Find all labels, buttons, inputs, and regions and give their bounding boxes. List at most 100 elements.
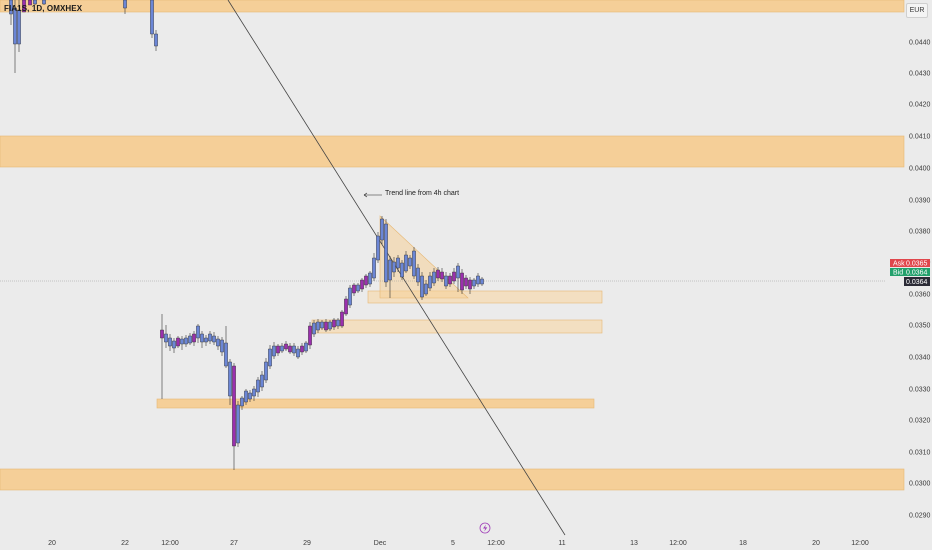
candle bbox=[188, 333, 192, 345]
candle bbox=[468, 277, 472, 294]
time-tick-label: 13 bbox=[630, 540, 638, 547]
ask-label: Ask bbox=[893, 261, 905, 268]
candle bbox=[168, 334, 172, 351]
candle bbox=[404, 251, 408, 273]
candle bbox=[176, 336, 180, 348]
candle bbox=[33, 0, 37, 5]
symbol-title[interactable]: FIA1S, 1D, OMXHEX bbox=[4, 4, 83, 13]
last-price-value: 0.0364 bbox=[906, 279, 928, 286]
candle bbox=[336, 318, 340, 329]
candle bbox=[160, 314, 164, 399]
price-tick-label: 0.0330 bbox=[909, 387, 931, 394]
candle bbox=[480, 277, 484, 286]
candle bbox=[180, 336, 184, 350]
candle bbox=[200, 331, 204, 348]
candle bbox=[332, 318, 336, 330]
candle bbox=[196, 324, 200, 343]
candle bbox=[316, 319, 320, 333]
candle bbox=[356, 283, 360, 293]
candle bbox=[224, 326, 228, 368]
price-tick-label: 0.0440 bbox=[909, 40, 931, 47]
time-tick-label: 27 bbox=[230, 540, 238, 547]
candle bbox=[348, 285, 352, 308]
candle bbox=[368, 271, 372, 287]
candle bbox=[268, 345, 272, 369]
candle bbox=[376, 232, 380, 263]
price-tick-label: 0.0340 bbox=[909, 355, 931, 362]
candle bbox=[428, 272, 432, 291]
candle bbox=[276, 344, 280, 356]
time-tick-label: 12:00 bbox=[161, 540, 179, 547]
zone-0300 bbox=[0, 468, 905, 491]
candle bbox=[252, 386, 256, 401]
candle bbox=[256, 377, 260, 397]
candle bbox=[42, 0, 46, 5]
candle bbox=[22, 0, 26, 13]
candle bbox=[436, 267, 440, 281]
candle bbox=[232, 363, 236, 470]
time-tick-label: 12:00 bbox=[851, 540, 869, 547]
price-tick-label: 0.0310 bbox=[909, 450, 931, 457]
flash-icon-group[interactable] bbox=[479, 522, 491, 534]
price-tick-label: 0.0390 bbox=[909, 198, 931, 205]
time-tick-label: Dec bbox=[374, 540, 387, 547]
currency-button[interactable]: EUR bbox=[906, 3, 928, 18]
time-tick-label: 5 bbox=[451, 540, 455, 547]
candle bbox=[172, 338, 176, 353]
annotation-arrow bbox=[363, 192, 382, 198]
candle bbox=[304, 341, 308, 353]
candle bbox=[244, 389, 248, 405]
zone-top bbox=[0, 0, 905, 13]
candle bbox=[228, 359, 232, 405]
bid-value: 0.0364 bbox=[906, 270, 928, 277]
candle bbox=[464, 275, 468, 289]
candle bbox=[164, 325, 168, 348]
candle bbox=[312, 320, 316, 337]
time-axis[interactable]: 20 22 12:00 27 29 Dec 5 12:00 11 13 12:00 18 20 12:00 bbox=[48, 540, 869, 547]
candle bbox=[264, 358, 268, 383]
candle bbox=[364, 274, 368, 288]
candle bbox=[292, 343, 296, 356]
candle bbox=[28, 0, 32, 6]
candle bbox=[444, 272, 448, 289]
ask-value: 0.0365 bbox=[906, 261, 928, 268]
price-tick-label: 0.0400 bbox=[909, 166, 931, 173]
candle bbox=[408, 255, 412, 269]
candle bbox=[236, 401, 240, 447]
price-tick-label: 0.0380 bbox=[909, 229, 931, 236]
time-tick-label: 18 bbox=[739, 540, 747, 547]
candle bbox=[216, 336, 220, 350]
candle bbox=[192, 331, 196, 346]
supply-demand-zones bbox=[0, 0, 905, 491]
candle bbox=[208, 331, 212, 344]
candle bbox=[392, 257, 396, 277]
price-tick-label: 0.0320 bbox=[909, 418, 931, 425]
candle bbox=[424, 280, 428, 296]
candle bbox=[204, 335, 208, 346]
candle bbox=[432, 268, 436, 286]
candle bbox=[308, 322, 312, 349]
candle bbox=[472, 278, 476, 289]
time-tick-label: 29 bbox=[303, 540, 311, 547]
candle bbox=[150, 0, 154, 38]
time-tick-label: 20 bbox=[48, 540, 56, 547]
candle bbox=[476, 273, 480, 287]
candle bbox=[340, 310, 344, 328]
candle bbox=[460, 269, 464, 294]
candle bbox=[288, 343, 292, 354]
price-tick-label: 0.0410 bbox=[909, 134, 931, 141]
candle bbox=[352, 283, 356, 296]
zone-0400-0410 bbox=[0, 135, 905, 168]
candle bbox=[388, 256, 392, 298]
price-tick-label: 0.0290 bbox=[909, 513, 931, 520]
time-tick-label: 12:00 bbox=[487, 540, 505, 547]
candle bbox=[456, 263, 460, 292]
trend-line-annotation: Trend line from 4h chart bbox=[385, 190, 460, 197]
lightning-icon[interactable] bbox=[479, 522, 491, 534]
candle bbox=[416, 264, 420, 286]
candle bbox=[328, 320, 332, 331]
left-arrow-icon bbox=[363, 192, 368, 198]
price-tick-label: 0.0300 bbox=[909, 481, 931, 488]
price-badges: Ask 0.0365 Bid 0.0364 0.0364 bbox=[890, 259, 930, 286]
